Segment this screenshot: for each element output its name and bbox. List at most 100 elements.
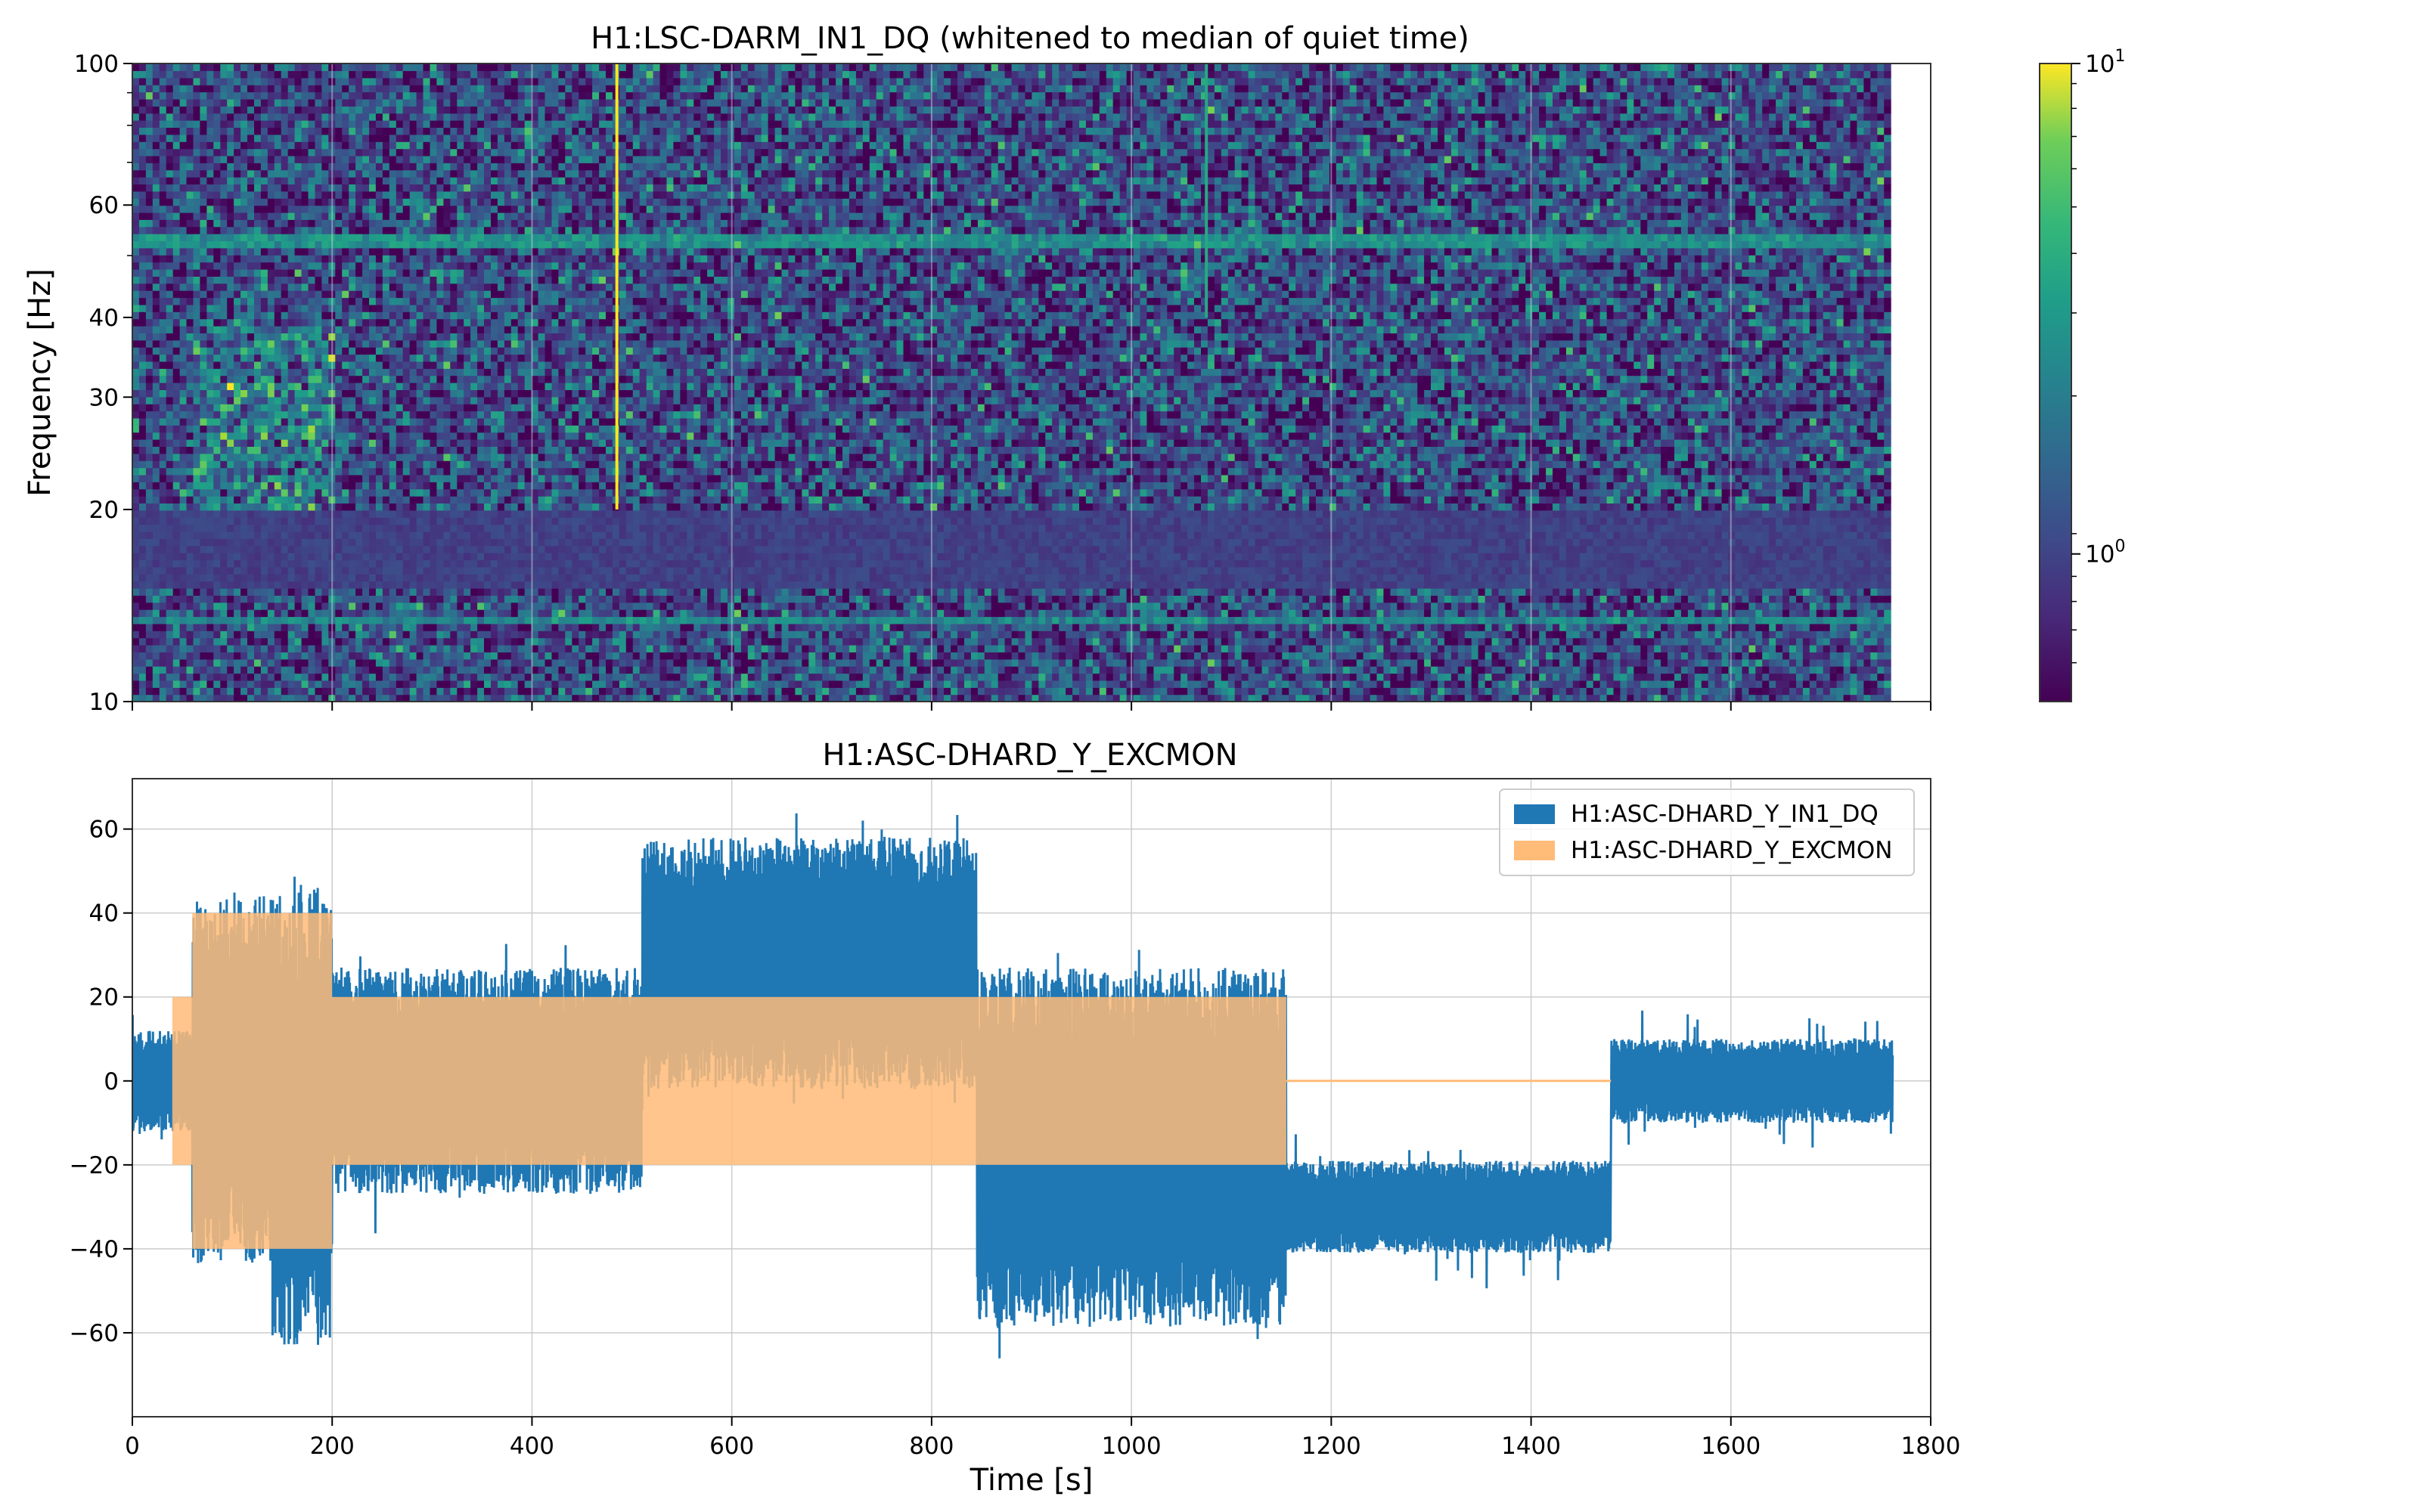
spectrogram-cell (436, 631, 444, 639)
spectrogram-cell (802, 652, 809, 660)
spectrogram-cell (132, 588, 140, 596)
spectrogram-cell (430, 666, 437, 674)
spectrogram-cell (734, 680, 742, 688)
spectrogram-cell (1762, 687, 1770, 696)
spectrogram-cell (260, 637, 268, 646)
spectrogram-cell (1546, 566, 1553, 575)
spectrogram-cell (1769, 616, 1776, 624)
spectrogram-cell (1519, 631, 1526, 639)
spectrogram-cell (1539, 631, 1547, 639)
spectrogram-cell (1201, 637, 1208, 646)
spectrogram-cell (1450, 616, 1459, 624)
spectrogram-cell (1174, 694, 1181, 702)
spectrogram-cell (1634, 623, 1641, 631)
spectrogram-cell (1261, 694, 1269, 702)
spectrogram-cell (579, 645, 586, 652)
spectrogram-cell (923, 637, 931, 646)
spectrogram-cell (849, 631, 857, 639)
spectrogram-cell (138, 666, 147, 674)
spectrogram-cell (687, 631, 694, 639)
spectrogram-cell (612, 566, 620, 575)
spectrogram-cell (1153, 616, 1161, 624)
spectrogram-cell (1498, 616, 1506, 624)
spectrogram-cell (625, 658, 634, 667)
spectrogram-cell (1457, 581, 1466, 589)
spectrogram-cell (409, 652, 417, 660)
spectrogram-cell (1214, 645, 1222, 652)
spectrogram-cell (369, 631, 377, 639)
spectrogram-cell (1457, 673, 1466, 681)
spectrogram-cell (659, 595, 667, 603)
spectrogram-cell (1599, 609, 1608, 618)
spectrogram-cell (1187, 645, 1195, 652)
spectrogram-cell (416, 666, 424, 674)
spectrogram-cell (531, 680, 539, 688)
spectrogram-cell (497, 623, 505, 631)
spectrogram-cell (862, 658, 870, 667)
spectrogram-cell (335, 581, 343, 589)
spectrogram-cell (1816, 602, 1824, 610)
spectrogram-cell (220, 658, 228, 667)
spectrogram-cell (1045, 566, 1053, 575)
spectrogram-cell (795, 645, 802, 652)
spectrogram-cell (464, 609, 471, 618)
spectrogram-cell (1275, 680, 1283, 688)
spectrogram-cell (625, 687, 634, 696)
spectrogram-cell (1593, 574, 1601, 582)
spectrogram-cell (1836, 673, 1844, 681)
spectrogram-cell (822, 637, 830, 646)
spectrogram-cell (1559, 566, 1567, 575)
spectrogram-cell (159, 637, 167, 646)
spectrogram-cell (1160, 566, 1168, 575)
spectrogram-cell (754, 637, 762, 646)
spectrogram-cell (1519, 595, 1526, 603)
spectrogram-cell (517, 637, 526, 646)
spectrogram-cell (579, 609, 586, 618)
spectrogram-cell (619, 694, 627, 702)
spectrogram-cell (1404, 595, 1411, 603)
spectrogram-cell (1261, 680, 1269, 688)
spectrogram-cell (632, 673, 641, 681)
spectrogram-cell (795, 623, 802, 631)
spectrogram-cell (957, 645, 965, 652)
spectrogram-cell (721, 637, 728, 646)
spectrogram-cell (382, 588, 390, 596)
spectrogram-panel: H1:LSC-DARM_IN1_DQ (whitened to median o… (23, 21, 1931, 716)
spectrogram-cell (1187, 658, 1195, 667)
spectrogram-cell (808, 581, 816, 589)
spectrogram-cell (1282, 658, 1289, 667)
spectrogram-cell (1680, 588, 1689, 596)
spectrogram-cell (1572, 637, 1581, 646)
spectrogram-cell (1714, 588, 1723, 596)
spectrogram-cell (172, 602, 181, 610)
spectrogram-cell (1323, 673, 1330, 681)
spectrogram-cell (1410, 631, 1418, 639)
spectrogram-cell (166, 616, 174, 624)
spectrogram-cell (1363, 566, 1371, 575)
spectrogram-cell (1323, 666, 1330, 674)
spectrogram-cell (287, 574, 296, 582)
spectrogram-cell (287, 588, 296, 596)
spectrogram-cell (321, 588, 329, 596)
spectrogram-cell (930, 687, 938, 696)
spectrogram-cell (193, 616, 200, 624)
spectrogram-cell (457, 694, 464, 702)
spectrogram-cell (977, 666, 985, 674)
spectrogram-cell (538, 574, 546, 582)
spectrogram-cell (240, 623, 248, 631)
spectrogram-cell (159, 595, 167, 603)
spectrogram-cell (1816, 616, 1824, 624)
spectrogram-cell (206, 559, 214, 568)
spectrogram-cell (1066, 694, 1073, 702)
spectrogram-cell (606, 631, 613, 639)
spectrogram-cell (1025, 609, 1032, 618)
spectrogram-cell (1106, 687, 1114, 696)
spectrogram-cell (1329, 616, 1337, 624)
spectrogram-cell (443, 559, 451, 568)
spectrogram-cell (200, 680, 207, 688)
spectrogram-cell (1708, 658, 1716, 667)
spectrogram-cell (632, 588, 641, 596)
spectrogram-cell (1512, 652, 1519, 660)
spectrogram-cell (240, 666, 248, 674)
spectrogram-cell (599, 652, 607, 660)
